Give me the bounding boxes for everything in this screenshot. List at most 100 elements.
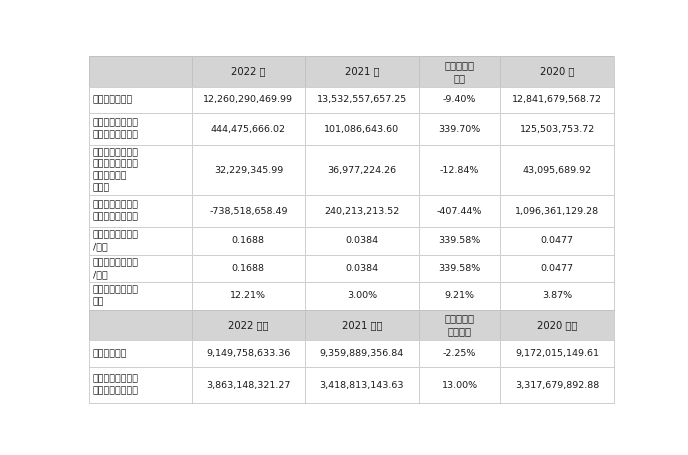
Text: 本年比上年
增减: 本年比上年 增减 [444,60,475,83]
Bar [191,340,305,367]
Text: 0.1688: 0.1688 [232,264,265,273]
Bar [500,227,614,255]
Bar [500,145,614,195]
Bar [305,367,418,403]
Text: 13,532,557,657.25: 13,532,557,657.25 [316,96,407,104]
Text: 3,317,679,892.88: 3,317,679,892.88 [515,381,599,390]
Bar [500,56,614,87]
Text: 13.00%: 13.00% [442,381,477,390]
Text: 2020 年末: 2020 年末 [537,320,577,330]
Bar [89,145,191,195]
Bar [418,367,500,403]
Bar [418,56,500,87]
Bar [89,195,191,227]
Text: 339.58%: 339.58% [438,264,481,273]
Text: 0.0477: 0.0477 [541,264,574,273]
Bar [500,310,614,340]
Text: -12.84%: -12.84% [440,166,479,175]
Bar [418,367,500,403]
Text: -407.44%: -407.44% [437,207,482,216]
Bar [500,255,614,282]
Text: 2022 年: 2022 年 [231,66,266,76]
Bar [89,195,191,227]
Bar [305,56,418,87]
Text: 基本每股收益（元
/股）: 基本每股收益（元 /股） [93,231,139,251]
Bar [191,340,305,367]
Text: 总资产（元）: 总资产（元） [93,349,127,358]
Bar [89,113,191,145]
Bar [305,145,418,195]
Bar [418,282,500,310]
Text: 1,096,361,129.28: 1,096,361,129.28 [515,207,599,216]
Bar [89,113,191,145]
Text: 3,418,813,143.63: 3,418,813,143.63 [320,381,404,390]
Bar [89,282,191,310]
Text: 12.21%: 12.21% [230,292,266,300]
Bar [418,195,500,227]
Text: 稀释每股收益（元
/股）: 稀释每股收益（元 /股） [93,258,139,279]
Bar [305,145,418,195]
Bar [500,282,614,310]
Bar [305,87,418,113]
Bar [191,56,305,87]
Text: 本年末比上
年末增减: 本年末比上 年末增减 [444,313,475,337]
Text: 0.1688: 0.1688 [232,237,265,246]
Bar [418,255,500,282]
Bar [89,145,191,195]
Bar [305,113,418,145]
Bar [305,282,418,310]
Bar [191,145,305,195]
Bar [500,195,614,227]
Bar [89,255,191,282]
Text: 2021 年末: 2021 年末 [341,320,382,330]
Bar [305,340,418,367]
Bar [191,367,305,403]
Bar [418,87,500,113]
Bar [305,310,418,340]
Text: -2.25%: -2.25% [443,349,476,358]
Bar [418,310,500,340]
Bar [89,340,191,367]
Text: 12,841,679,568.72: 12,841,679,568.72 [512,96,602,104]
Text: 240,213,213.52: 240,213,213.52 [324,207,400,216]
Bar [500,310,614,340]
Text: 0.0384: 0.0384 [345,264,378,273]
Bar [191,227,305,255]
Bar [89,255,191,282]
Bar [418,310,500,340]
Text: 339.58%: 339.58% [438,237,481,246]
Bar [418,145,500,195]
Bar [89,56,191,87]
Bar [418,227,500,255]
Bar [305,195,418,227]
Bar [191,113,305,145]
Text: 9,149,758,633.36: 9,149,758,633.36 [206,349,290,358]
Bar [500,227,614,255]
Text: 0.0384: 0.0384 [345,237,378,246]
Text: 9,359,889,356.84: 9,359,889,356.84 [320,349,404,358]
Bar [191,56,305,87]
Bar [500,56,614,87]
Bar [418,255,500,282]
Text: 2022 年末: 2022 年末 [228,320,268,330]
Text: 339.70%: 339.70% [438,125,481,134]
Text: -738,518,658.49: -738,518,658.49 [209,207,288,216]
Bar [191,145,305,195]
Bar [418,340,500,367]
Bar [305,310,418,340]
Bar [305,113,418,145]
Bar [418,227,500,255]
Bar [500,195,614,227]
Bar [191,227,305,255]
Text: 归属于上市公司股
东的扣除非经常性
损益的净利润
（元）: 归属于上市公司股 东的扣除非经常性 损益的净利润 （元） [93,148,139,192]
Bar [305,56,418,87]
Text: 43,095,689.92: 43,095,689.92 [523,166,592,175]
Text: 12,260,290,469.99: 12,260,290,469.99 [204,96,293,104]
Bar [305,255,418,282]
Bar [500,255,614,282]
Bar [418,113,500,145]
Bar [418,282,500,310]
Bar [305,255,418,282]
Text: 0.0477: 0.0477 [541,237,574,246]
Text: 3.00%: 3.00% [347,292,377,300]
